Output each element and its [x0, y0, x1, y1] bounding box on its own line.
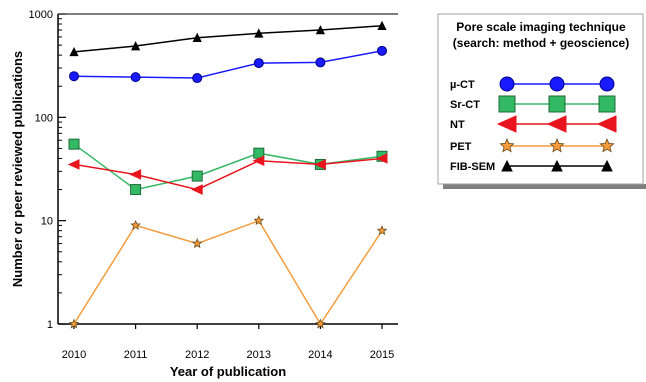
series-line-muct [73, 50, 383, 79]
legend-marker-muct [599, 76, 615, 92]
data-point-srct [68, 138, 80, 150]
legend-marker-fibsem [501, 159, 513, 172]
series-fibsem [69, 20, 387, 57]
series-line-nt [73, 157, 383, 191]
legend-shadow [443, 184, 646, 189]
data-point-pet [68, 318, 80, 329]
data-point-fibsem [377, 20, 387, 31]
legend-marker-srct [548, 95, 566, 113]
legend-item-muct: µ-CT [450, 76, 615, 92]
data-point-nt [252, 155, 265, 167]
x-axis-title: Year of publication [170, 364, 286, 379]
data-point-nt [129, 169, 142, 180]
y-tick-label: 10 [41, 216, 53, 228]
data-point-nt [190, 184, 203, 195]
legend-label-pet: PET [450, 141, 472, 153]
legend-label-muct: µ-CT [450, 79, 475, 91]
legend-marker-pet [549, 137, 565, 153]
legend-marker-muct [499, 76, 515, 92]
data-point-pet [315, 318, 326, 329]
x-tick-label: 2014 [308, 349, 332, 361]
x-tick-label: 2012 [185, 349, 209, 361]
data-point-pet [253, 215, 265, 226]
series-pet [68, 215, 388, 329]
legend-label-srct: Sr-CT [450, 99, 480, 111]
legend-items: µ-CT Sr-CT NT PET FIB-SEM [450, 76, 617, 173]
legend-item-srct: Sr-CT [450, 95, 616, 113]
data-point-fibsem [315, 25, 326, 35]
legend-item-pet: PET [450, 137, 615, 153]
legend-marker-srct [598, 95, 616, 113]
data-point-muct [253, 58, 264, 69]
data-point-srct [191, 170, 203, 182]
data-point-pet [191, 238, 203, 249]
y-axis-title: Number or peer reviewed publications [10, 51, 25, 287]
data-point-muct [69, 71, 79, 82]
x-tick-label: 2010 [62, 349, 86, 361]
legend-marker-fibsem [551, 159, 563, 172]
x-tick-label: 2011 [124, 349, 148, 361]
plot-area: 1 10 100 1000 2010 2011 2012 2013 2014 2015 [29, 9, 398, 361]
data-point-fibsem [254, 28, 264, 38]
y-tick-label: 100 [35, 112, 53, 124]
series-line-pet [73, 219, 383, 326]
series-line-fibsem [73, 24, 383, 53]
series-muct [69, 45, 387, 84]
legend-marker-muct [549, 76, 565, 92]
legend-marker-nt [496, 115, 517, 133]
series-srct [68, 138, 388, 196]
legend-marker-srct [498, 95, 516, 113]
data-point-fibsem [69, 46, 79, 57]
legend-marker-fibsem [601, 159, 613, 172]
legend-item-nt: NT [450, 115, 617, 133]
data-point-fibsem [130, 41, 141, 51]
legend-marker-nt [596, 115, 617, 133]
data-point-fibsem [192, 32, 202, 42]
data-point-nt [67, 159, 80, 170]
y-tick-label: 1000 [29, 9, 53, 21]
data-point-muct [315, 57, 326, 68]
data-point-nt [375, 153, 388, 164]
legend-item-fibsem: FIB-SEM [450, 159, 613, 173]
x-tick-label: 2013 [247, 349, 271, 361]
data-point-muct [130, 72, 141, 83]
legend-label-nt: NT [450, 119, 465, 131]
x-tick-label: 2015 [370, 349, 394, 361]
data-point-nt [314, 159, 326, 170]
y-tick-label: 1 [47, 319, 53, 331]
data-point-srct [130, 184, 142, 196]
data-point-pet [376, 225, 388, 236]
legend-marker-pet [599, 137, 615, 153]
data-point-muct [377, 45, 387, 56]
legend-title-line2: (search: method + geoscience) [453, 36, 629, 50]
data-point-pet [130, 219, 141, 230]
legend-marker-pet [499, 137, 515, 153]
legend: Pore scale imaging technique (search: me… [437, 13, 646, 189]
series-line-srct [73, 143, 383, 191]
data-point-muct [192, 73, 203, 84]
legend-title-line1: Pore scale imaging technique [456, 20, 626, 34]
legend-marker-nt [546, 115, 567, 133]
series-nt [67, 153, 388, 195]
legend-label-fibsem: FIB-SEM [450, 161, 495, 173]
